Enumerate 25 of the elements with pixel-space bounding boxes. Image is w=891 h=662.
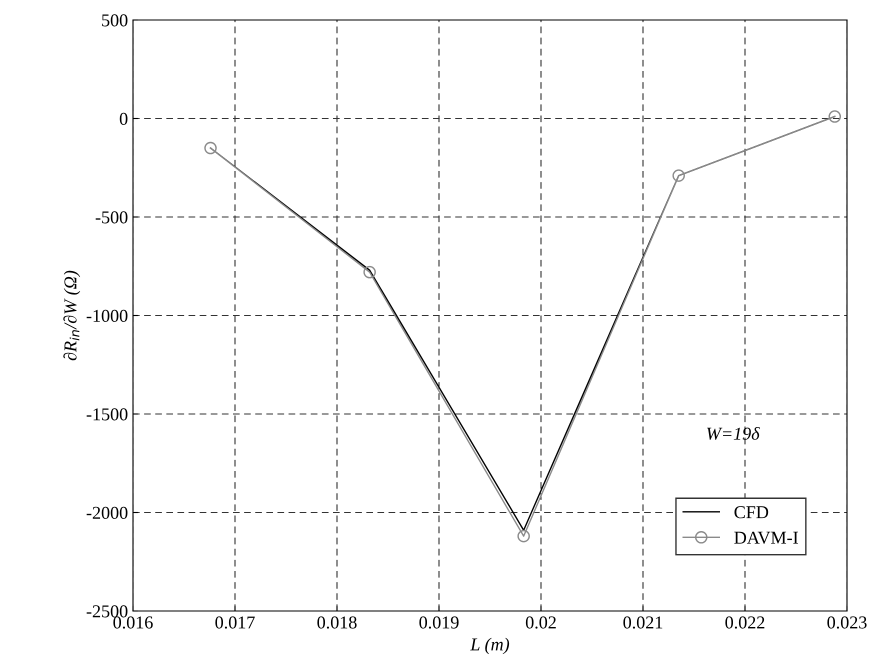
x-axis-title: L (m)	[470, 638, 510, 654]
y-tick-label: -2500	[86, 605, 128, 618]
legend-label: DAVM-I	[734, 532, 798, 544]
x-tick-label: 0.021	[623, 616, 662, 629]
y-tick-label: 500	[102, 14, 128, 26]
x-tick-label: 0.018	[317, 616, 357, 629]
x-tick-label: 0.022	[725, 616, 764, 629]
y-axis-title: ∂R$_{in}$/∂W (Ω)	[63, 270, 80, 360]
y-tick-label: -500	[96, 211, 128, 224]
point	[517, 530, 530, 542]
point	[828, 110, 842, 123]
annotation: W=19δ	[707, 426, 760, 440]
point	[363, 266, 376, 278]
y-tick-label: -1000	[86, 310, 128, 322]
x-tick-label: 0.023	[827, 616, 867, 629]
y-tick-label: 0	[120, 112, 128, 125]
y-tick-label: -1500	[86, 408, 128, 420]
x-tick-label: 0.016	[113, 616, 153, 629]
x-tick-label: 0.019	[419, 616, 459, 629]
point	[672, 169, 685, 182]
point	[204, 142, 217, 154]
legend-label: CFD	[734, 506, 768, 518]
y-tick-label: -2000	[86, 506, 128, 519]
x-tick-label: 0.02	[526, 616, 556, 629]
x-tick-label: 0.017	[215, 616, 255, 629]
